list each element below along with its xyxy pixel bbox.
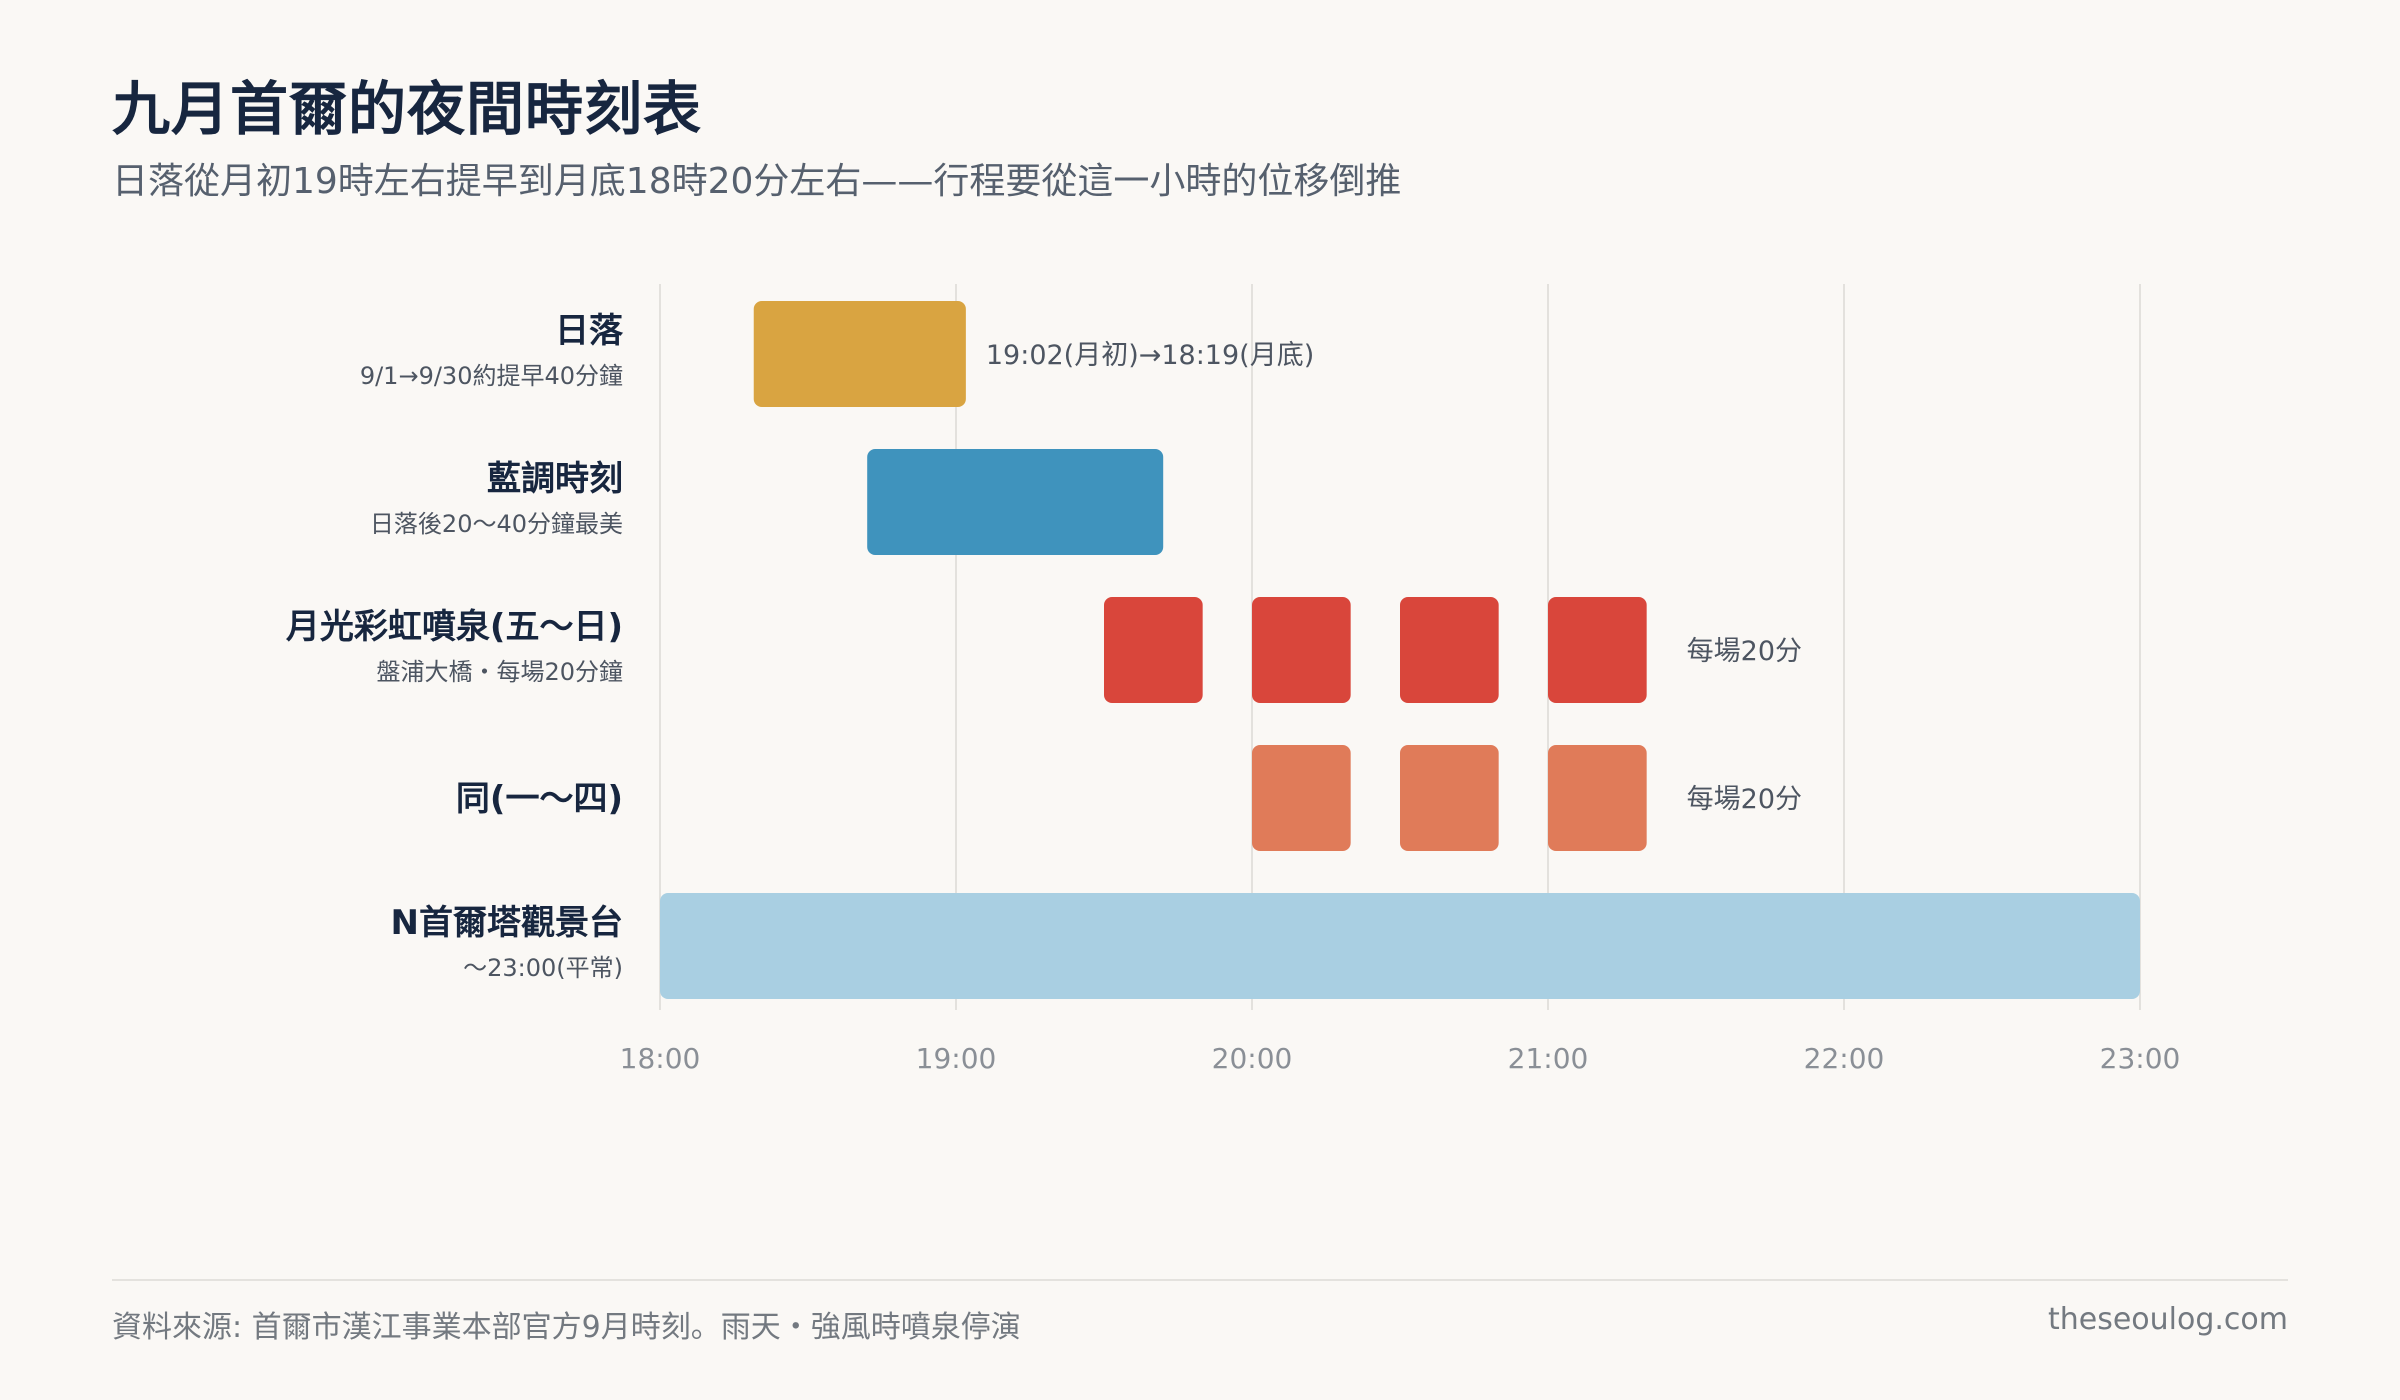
time-bar <box>1252 745 1351 851</box>
x-tick-label: 19:00 <box>916 1042 997 1075</box>
bar-annotation: 19:02(月初)→18:19(月底) <box>986 340 1314 371</box>
bar-annotation: 每場20分 <box>1687 784 1802 815</box>
row-label: N首爾塔觀景台 <box>391 903 623 943</box>
x-tick-label: 22:00 <box>1804 1042 1885 1075</box>
row-sublabel: 日落後20〜40分鐘最美 <box>370 510 623 538</box>
row-sublabel: 〜23:00(平常) <box>463 954 623 982</box>
row-label: 月光彩虹噴泉(五〜日) <box>286 607 623 647</box>
row-label: 日落 <box>555 311 624 351</box>
x-tick-label: 23:00 <box>2100 1042 2181 1075</box>
schedule-chart: 18:00 19:00 20:00 21:00 22:00 23:00 日落 9/1→9/30… <box>286 284 2181 1075</box>
time-bar <box>1400 597 1499 703</box>
time-bar <box>1400 745 1499 851</box>
row-label: 藍調時刻 <box>487 459 623 499</box>
page-subtitle: 日落從月初19時左右提早到月底18時20分左右——行程要從這一小時的位移倒推 <box>112 161 1402 202</box>
row-label: 同(一〜四) <box>456 779 623 819</box>
time-bar <box>753 301 966 407</box>
time-bar <box>660 893 2140 999</box>
time-bar <box>867 449 1164 555</box>
time-bar <box>1104 597 1203 703</box>
x-tick-label: 21:00 <box>1508 1042 1589 1075</box>
source-note: 資料來源: 首爾市漢江事業本部官方9月時刻。雨天・強風時噴泉停演 <box>112 1310 1021 1345</box>
time-bar <box>1252 597 1351 703</box>
footer-divider <box>112 1279 2288 1281</box>
time-bar <box>1548 597 1647 703</box>
bar-annotation: 每場20分 <box>1687 636 1802 667</box>
page-title: 九月首爾的夜間時刻表 <box>112 75 703 143</box>
row-sublabel: 盤浦大橋・每場20分鐘 <box>376 658 623 686</box>
x-tick-label: 20:00 <box>1212 1042 1293 1075</box>
row-sublabel: 9/1→9/30約提早40分鐘 <box>360 362 623 390</box>
site-credit: theseoulog.com <box>2047 1302 2288 1337</box>
x-tick-label: 18:00 <box>620 1042 701 1075</box>
time-bar <box>1548 745 1647 851</box>
